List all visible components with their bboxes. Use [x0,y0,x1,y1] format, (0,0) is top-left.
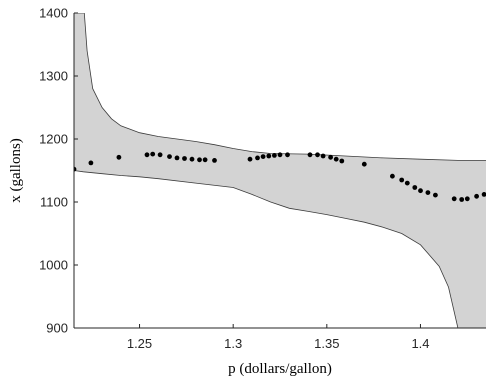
data-points [74,151,486,202]
data-point [451,196,457,202]
y-tick-label: 900 [46,321,68,336]
band-upper-edge [74,13,486,161]
x-tick-label: 1.25 [127,336,152,351]
data-point [202,157,208,163]
data-point [116,154,122,160]
data-point [212,158,217,163]
band-lower-edge [74,170,459,328]
y-tick-label: 1100 [40,195,68,210]
data-point [167,154,172,160]
data-point [412,185,418,190]
data-point [157,152,163,158]
data-point [333,156,339,162]
data-point [197,157,202,163]
data-point [266,153,272,159]
data-point [390,173,395,179]
y-tick-label: 1200 [39,132,68,147]
data-point [399,177,405,183]
data-point [150,151,156,157]
x-axis-title: p (dollars/gallon) [228,361,332,377]
y-axis-title: x (gallons) [8,138,24,203]
data-point [182,156,187,161]
data-point [404,180,410,186]
data-point [339,158,345,164]
data-point [260,154,266,160]
data-point [255,155,260,161]
confidence-band [74,13,486,328]
data-point [88,160,94,166]
y-tick-label: 1300 [39,69,68,84]
data-point [481,192,486,197]
data-point [307,152,313,158]
data-point [285,152,290,158]
data-point [361,161,367,167]
data-point [174,155,180,161]
x-tick-label: 1.4 [411,336,429,351]
data-point [277,152,283,158]
data-point [464,196,470,202]
data-point [272,153,277,158]
data-point [425,190,431,196]
data-point [315,152,320,158]
x-tick-label: 1.3 [224,336,242,351]
data-point [247,156,253,162]
data-point [433,192,438,198]
data-point [328,154,333,160]
data-point [418,188,423,194]
data-point [144,152,150,158]
x-tick-label: 1.35 [314,336,339,351]
data-point [320,153,326,159]
data-point [189,156,195,162]
axes: 1.25 1.3 1.35 1.4 900 1000 1100 1200 1300 1400 [39,6,486,351]
data-point [474,193,479,199]
y-tick-label: 1400 [39,6,68,21]
data-point [459,197,465,202]
y-tick-label: 1000 [39,258,68,273]
data-point [74,166,77,172]
